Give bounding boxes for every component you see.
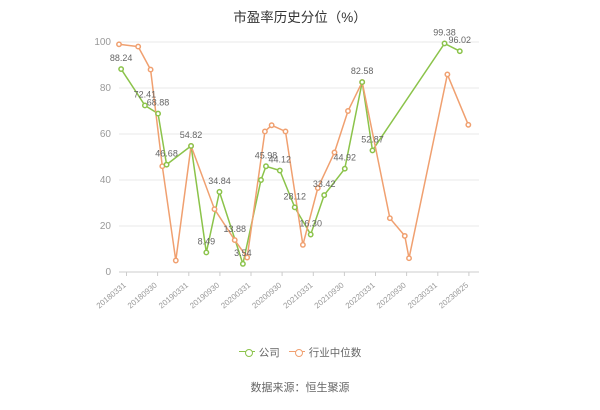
- svg-text:60: 60: [100, 129, 112, 140]
- svg-text:46.68: 46.68: [155, 149, 178, 159]
- svg-text:33.42: 33.42: [313, 179, 336, 189]
- svg-text:20190331: 20190331: [157, 280, 190, 310]
- svg-text:28.12: 28.12: [283, 191, 306, 201]
- svg-text:20220331: 20220331: [344, 280, 377, 310]
- svg-text:20220930: 20220930: [375, 280, 408, 310]
- svg-text:54.82: 54.82: [180, 130, 203, 140]
- svg-text:20190930: 20190930: [188, 280, 221, 310]
- svg-text:3.54: 3.54: [234, 248, 252, 258]
- svg-text:0: 0: [105, 267, 111, 278]
- svg-text:20210930: 20210930: [313, 280, 346, 310]
- svg-text:13.88: 13.88: [223, 224, 246, 234]
- svg-text:20210331: 20210331: [282, 280, 315, 310]
- svg-text:96.02: 96.02: [449, 35, 472, 45]
- svg-text:8.49: 8.49: [198, 236, 216, 246]
- svg-text:16.30: 16.30: [299, 219, 322, 229]
- svg-text:52.87: 52.87: [361, 134, 384, 144]
- svg-text:20230331: 20230331: [406, 280, 439, 310]
- svg-text:20230825: 20230825: [437, 280, 470, 310]
- svg-text:20200331: 20200331: [219, 280, 252, 310]
- svg-text:100: 100: [94, 37, 111, 48]
- svg-text:44.12: 44.12: [269, 155, 292, 165]
- svg-text:82.58: 82.58: [351, 66, 374, 76]
- svg-text:44.92: 44.92: [334, 153, 357, 163]
- svg-text:20180930: 20180930: [126, 280, 159, 310]
- svg-text:20180331: 20180331: [95, 280, 128, 310]
- svg-text:68.88: 68.88: [147, 98, 170, 108]
- svg-text:20: 20: [100, 221, 112, 232]
- svg-text:88.24: 88.24: [110, 53, 133, 63]
- svg-text:40: 40: [100, 175, 112, 186]
- svg-text:80: 80: [100, 83, 112, 94]
- svg-text:20200930: 20200930: [250, 280, 283, 310]
- svg-text:34.84: 34.84: [208, 176, 231, 186]
